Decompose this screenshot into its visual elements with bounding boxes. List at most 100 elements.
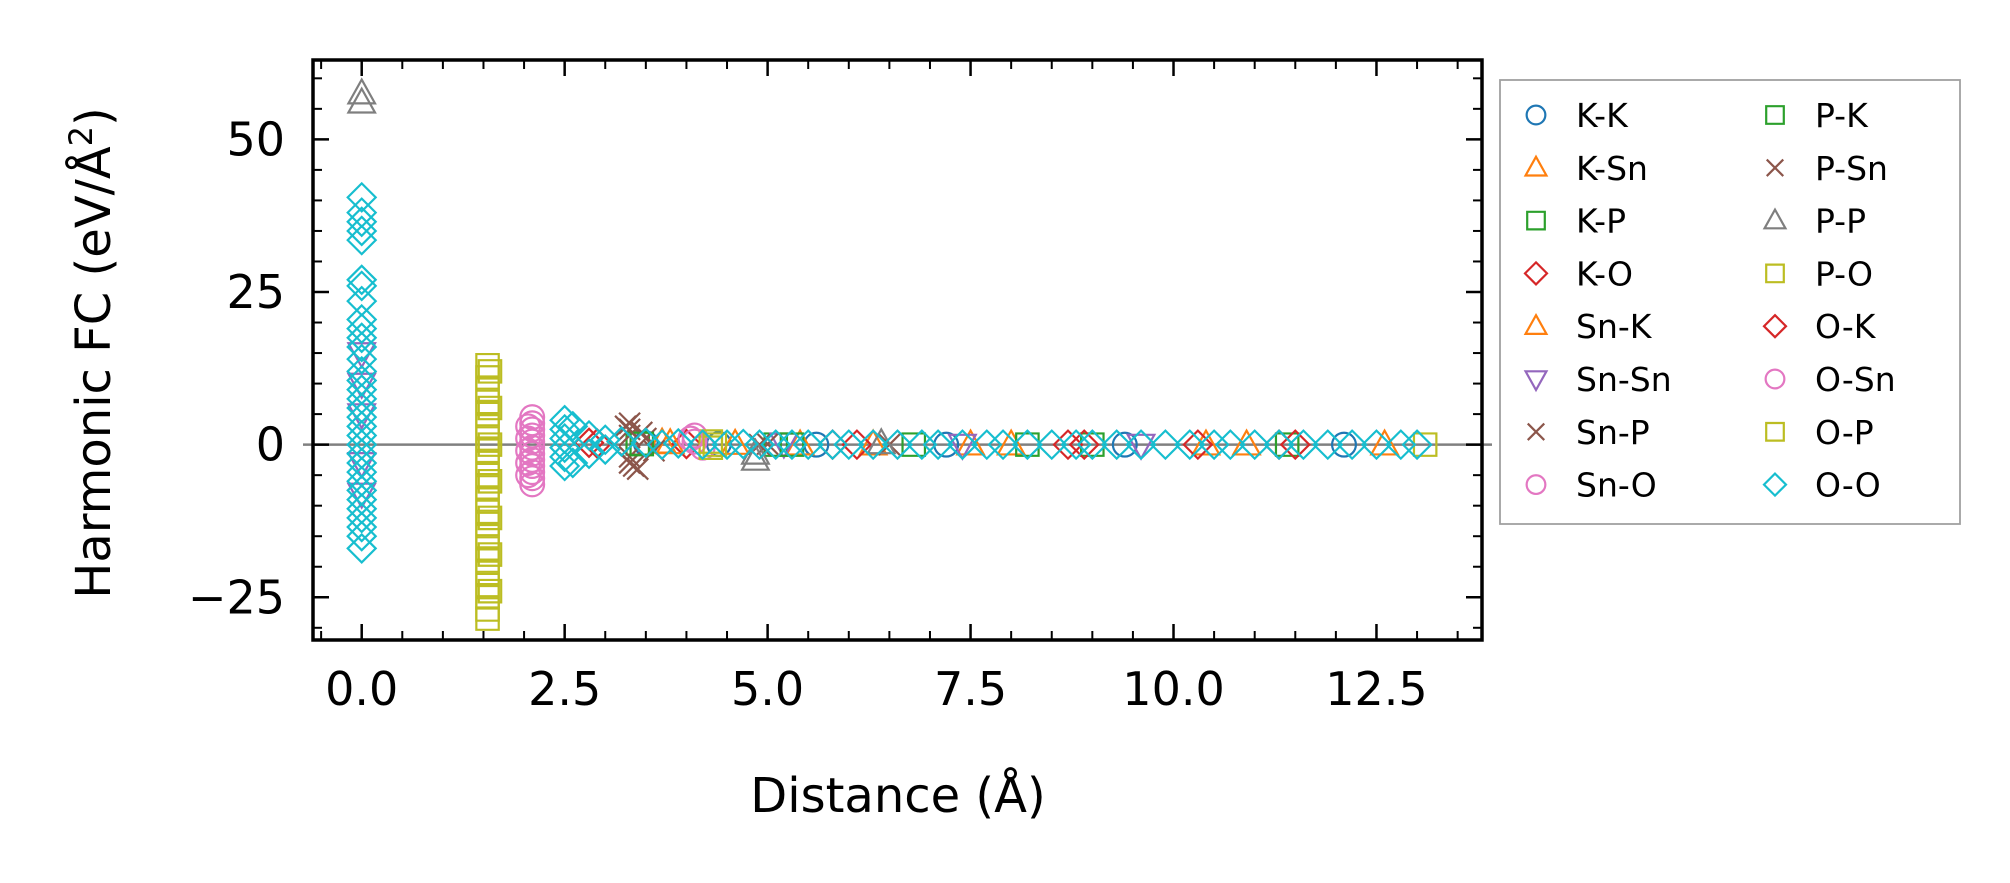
data-point <box>1111 431 1138 458</box>
legend-marker <box>1762 472 1788 498</box>
data-point <box>346 77 377 105</box>
data-point <box>346 215 378 247</box>
data-point <box>1336 429 1368 461</box>
data-point <box>1190 428 1222 456</box>
data-point <box>346 482 377 510</box>
data-point <box>662 427 694 459</box>
data-point <box>841 429 873 461</box>
data-point <box>1330 431 1357 458</box>
data-point <box>1011 429 1043 461</box>
data-point <box>1287 429 1319 461</box>
data-point <box>346 343 378 375</box>
legend-marker <box>1523 260 1549 286</box>
data-point <box>519 465 546 492</box>
data-point <box>971 429 1003 461</box>
x-tick-label: 12.5 <box>1325 662 1427 716</box>
legend-marker <box>1765 421 1785 442</box>
legend-label: K-P <box>1576 202 1626 241</box>
data-point <box>346 502 378 534</box>
data-point <box>557 410 589 442</box>
y-axis-title-superscript: 2 <box>62 126 100 146</box>
data-points <box>346 77 1438 631</box>
legend-item-o-k: O-K <box>1762 307 1877 346</box>
data-point <box>1312 429 1344 461</box>
svg-text:Harmonic FC (eV/Å2): Harmonic FC (eV/Å2) <box>62 107 122 599</box>
legend-label: O-K <box>1815 307 1877 346</box>
legend-label: K-O <box>1576 254 1633 293</box>
data-point <box>987 429 1019 461</box>
legend-marker <box>1526 422 1546 441</box>
data-point <box>622 454 645 478</box>
data-point <box>646 429 678 461</box>
data-point <box>589 433 621 466</box>
legend-label: P-Sn <box>1815 149 1888 188</box>
data-point <box>1263 429 1295 461</box>
data-point <box>784 428 816 456</box>
data-point <box>1279 429 1311 461</box>
series-o-o <box>346 181 1433 564</box>
data-point <box>681 428 708 455</box>
data-point <box>1385 429 1417 461</box>
data-point <box>881 429 914 461</box>
data-point <box>477 542 503 567</box>
data-point <box>549 441 581 473</box>
legend-marker <box>1762 313 1788 339</box>
data-point <box>346 331 378 363</box>
data-point <box>346 313 378 345</box>
legend-marker <box>1764 368 1786 390</box>
y-tick-label: 25 <box>226 265 285 319</box>
data-point <box>346 322 378 354</box>
data-point <box>792 429 824 461</box>
data-point <box>922 429 954 461</box>
data-point <box>1068 429 1100 461</box>
legend-marker <box>1525 104 1547 126</box>
data-point <box>549 450 581 482</box>
data-point <box>995 428 1027 456</box>
data-point <box>1214 429 1246 461</box>
data-point <box>1060 429 1092 461</box>
data-point <box>1149 429 1181 461</box>
legend-label: P-P <box>1815 202 1866 241</box>
legend-item-k-sn: K-Sn <box>1523 149 1648 188</box>
legend-item-k-o: K-O <box>1523 254 1633 293</box>
data-point <box>549 432 581 464</box>
data-point <box>605 426 638 458</box>
data-point <box>702 432 728 457</box>
x-axis-title: Distance (Å) <box>750 767 1045 824</box>
data-point <box>1076 429 1108 461</box>
data-point <box>346 181 378 213</box>
data-point <box>906 429 938 461</box>
legend-item-o-p: O-P <box>1765 413 1874 452</box>
legend-item-sn-p: Sn-P <box>1526 413 1650 452</box>
legend-label: K-K <box>1576 96 1629 135</box>
data-point <box>1174 429 1206 461</box>
legend-item-o-o: O-O <box>1762 466 1881 505</box>
data-point <box>346 532 378 564</box>
legend-label: P-O <box>1815 254 1873 293</box>
data-point <box>477 468 503 494</box>
legend-label: Sn-Sn <box>1576 360 1672 399</box>
legend-item-p-k: P-K <box>1765 96 1869 135</box>
data-point <box>1182 429 1214 461</box>
data-point <box>1198 429 1230 461</box>
data-point <box>1036 429 1068 461</box>
legend-item-k-p: K-P <box>1526 202 1626 241</box>
data-point <box>817 429 849 461</box>
data-point <box>515 449 542 476</box>
data-point <box>573 438 605 470</box>
legend-label: Sn-O <box>1576 466 1657 505</box>
y-tick-label: 0 <box>256 418 285 472</box>
data-point <box>727 428 759 460</box>
series-o-p <box>477 359 728 604</box>
data-point <box>1052 429 1084 461</box>
data-point <box>515 462 542 489</box>
legend-marker <box>1525 474 1547 496</box>
legend-marker <box>1523 154 1549 177</box>
legend-marker <box>1523 370 1549 393</box>
legend-marker <box>1765 105 1785 125</box>
data-point <box>677 425 704 452</box>
legend-label: K-Sn <box>1576 149 1648 188</box>
legend-item-o-sn: O-Sn <box>1764 360 1896 399</box>
data-point <box>477 359 503 384</box>
